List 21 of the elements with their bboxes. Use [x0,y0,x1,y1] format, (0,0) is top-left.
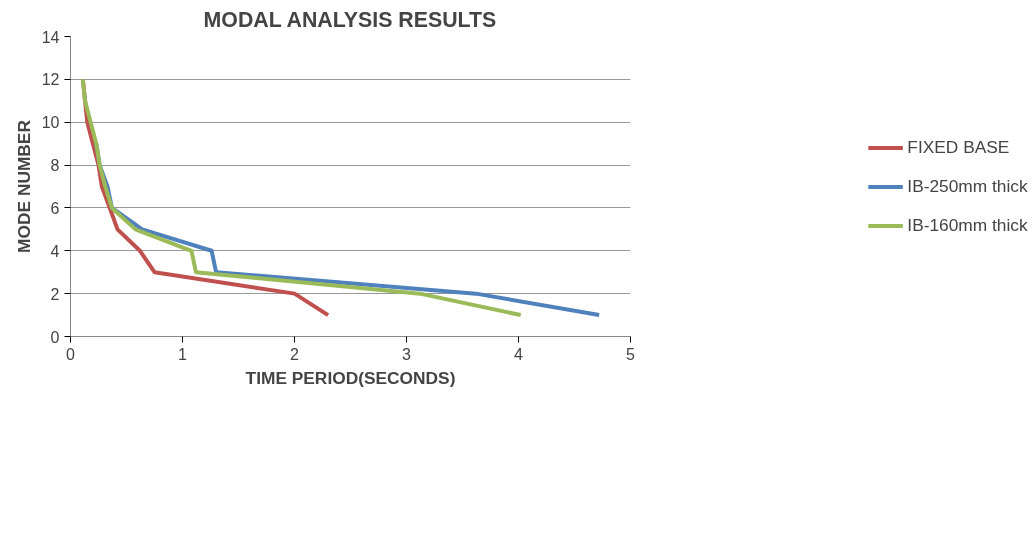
x-tick-label: 2 [290,345,300,363]
x-tick-label: 1 [178,345,188,363]
x-tick-label: 3 [402,345,412,363]
x-tick-label: 4 [514,345,524,363]
y-tick-label: 2 [50,285,60,303]
x-tick-label: 5 [626,345,636,363]
legend-label: IB-160mm thick [907,214,1028,236]
x-axis-title: TIME PERIOD(SECONDS) [245,367,456,388]
y-tick-label: 8 [50,157,60,175]
legend-label: IB-250mm thick [907,175,1028,197]
line-series [80,77,523,318]
y-tick-label: 6 [50,199,60,217]
y-tick-label: 0 [50,328,60,346]
chart-title: MODAL ANALYSIS RESULTS [203,7,497,32]
y-tick-label: 12 [41,71,60,89]
y-tick-label: 4 [50,242,60,260]
x-tick-label: 0 [66,345,76,363]
legend-label: FIXED BASE [907,136,1010,158]
y-tick-label: 14 [41,28,60,46]
y-axis-title: MODE NUMBER [13,119,34,253]
y-tick-label: 10 [41,114,60,132]
